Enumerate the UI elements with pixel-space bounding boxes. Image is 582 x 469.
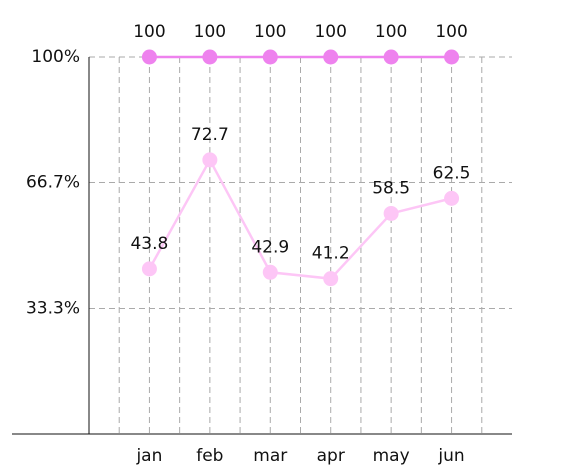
data-point <box>444 49 460 65</box>
data-label: 41.2 <box>312 244 350 264</box>
data-label: 43.8 <box>130 234 168 254</box>
x-tick-label: feb <box>196 446 223 466</box>
x-tick-label: apr <box>317 446 345 466</box>
x-tick-label: jan <box>135 446 162 466</box>
y-tick-label: 100% <box>31 47 80 67</box>
data-point <box>202 49 218 65</box>
x-tick-label: jun <box>437 446 464 466</box>
data-label: 100 <box>435 22 467 42</box>
data-point <box>383 205 399 221</box>
data-label: 58.5 <box>372 178 410 198</box>
data-point <box>202 152 218 168</box>
x-tick-label: mar <box>253 446 287 466</box>
series-line <box>148 157 452 280</box>
data-label: 100 <box>375 22 407 42</box>
data-point <box>141 49 157 65</box>
data-label: 100 <box>314 22 346 42</box>
data-point <box>323 49 339 65</box>
data-label: 72.7 <box>191 125 229 145</box>
data-point <box>262 49 278 65</box>
data-point <box>383 49 399 65</box>
y-tick-label: 33.3% <box>26 298 80 318</box>
data-point <box>444 190 460 206</box>
data-point <box>262 264 278 280</box>
data-point <box>141 261 157 277</box>
data-label: 100 <box>133 22 165 42</box>
data-label: 62.5 <box>433 163 471 183</box>
data-label: 42.9 <box>251 237 289 257</box>
y-tick-label: 66.7% <box>26 173 80 193</box>
data-label: 100 <box>194 22 226 42</box>
data-point <box>323 271 339 287</box>
x-tick-label: may <box>373 446 410 466</box>
data-label: 100 <box>254 22 286 42</box>
